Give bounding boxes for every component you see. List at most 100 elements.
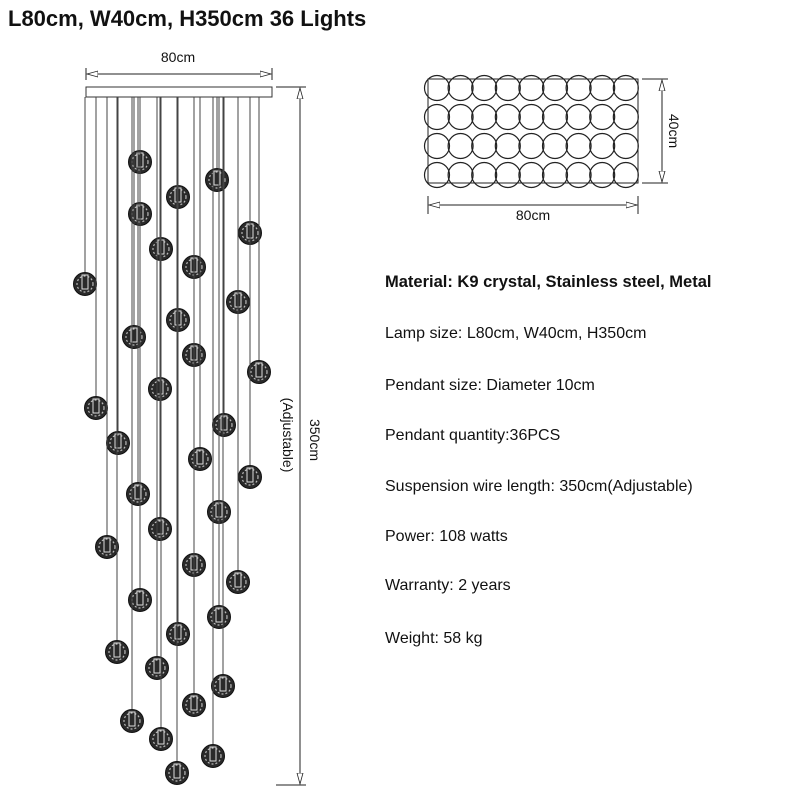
crystal-pendant xyxy=(207,605,231,629)
crystal-pendant xyxy=(73,272,97,296)
pendant-position xyxy=(541,132,569,160)
pendant-position xyxy=(518,74,545,102)
crystal-pendant xyxy=(105,640,129,664)
pendant-position xyxy=(447,161,474,189)
ceiling-canopy xyxy=(85,86,273,98)
pendant-bulb xyxy=(92,398,100,414)
pendant-position xyxy=(565,74,592,102)
pendant-bulb xyxy=(136,590,144,606)
pendant-crystal-pattern xyxy=(208,171,226,189)
pendant-globe xyxy=(166,622,190,646)
pendant-bulb xyxy=(173,763,181,779)
front-view xyxy=(73,68,306,786)
pendant-crystal-pattern xyxy=(169,625,187,643)
pendant-crystal-pattern xyxy=(229,573,247,591)
pendant-crystal-pattern xyxy=(191,450,209,468)
pendant-crystal-pattern xyxy=(204,747,222,765)
pendant-crystal-pattern xyxy=(152,730,170,748)
pendant-position xyxy=(565,103,592,131)
crystal-pendant xyxy=(126,482,150,506)
top-depth-label: 40cm xyxy=(666,114,682,148)
spec-wire-length: Suspension wire length: 350cm(Adjustable… xyxy=(385,478,693,495)
pendant-position xyxy=(423,103,451,131)
crystal-pendant xyxy=(148,517,172,541)
pendant-position xyxy=(612,161,639,189)
pendant-bulb xyxy=(134,484,142,500)
pendant-crystal-pattern xyxy=(210,608,228,626)
pendant-position xyxy=(589,103,616,131)
pendant-crystal-pattern xyxy=(98,538,116,556)
pendant-globe xyxy=(247,360,271,384)
pendant-bulb xyxy=(174,624,182,640)
crystal-pendant xyxy=(120,709,144,733)
pendant-position xyxy=(494,132,521,160)
pendant-globe xyxy=(120,709,144,733)
pendant-bulb xyxy=(219,676,227,692)
crystal-pendant xyxy=(212,413,236,437)
pendant-bulb xyxy=(246,467,254,483)
pendant-position xyxy=(447,103,474,131)
pendant-bulb xyxy=(153,658,161,674)
crystal-pendant xyxy=(145,656,169,680)
pendant-globe xyxy=(211,674,235,698)
spec-lamp-size: Lamp size: L80cm, W40cm, H350cm xyxy=(385,325,647,342)
pendant-bulb xyxy=(220,415,228,431)
pendant-crystal-pattern xyxy=(76,275,94,293)
pendant-globe xyxy=(145,656,169,680)
pendant-position xyxy=(589,132,616,160)
pendant-position xyxy=(589,74,616,102)
pendant-bulb xyxy=(103,537,111,553)
pendant-globe xyxy=(201,744,225,768)
pendant-position xyxy=(423,74,451,102)
pendant-position xyxy=(494,74,521,102)
pendant-position xyxy=(612,74,639,102)
pendant-bulb xyxy=(113,642,121,658)
pendant-crystal-pattern xyxy=(109,434,127,452)
pendant-position xyxy=(471,74,498,102)
pendant-crystal-pattern xyxy=(123,712,141,730)
pendant-position xyxy=(447,74,474,102)
pendant-globe xyxy=(148,517,172,541)
pendant-globe xyxy=(105,640,129,664)
spec-pendant-size: Pendant size: Diameter 10cm xyxy=(385,377,595,394)
crystal-pendant xyxy=(84,396,108,420)
pendant-position xyxy=(423,132,451,160)
product-title: L80cm, W40cm, H350cm 36 Lights xyxy=(8,6,367,31)
front-width-label: 80cm xyxy=(161,49,195,65)
crystal-pendant xyxy=(122,325,146,349)
pendant-bulb xyxy=(196,449,204,465)
pendant-position xyxy=(612,103,639,131)
crystal-pendant xyxy=(238,465,262,489)
pendant-globe xyxy=(226,570,250,594)
pendant-position xyxy=(589,161,616,189)
spec-power: Power: 108 watts xyxy=(385,528,508,545)
pendant-crystal-pattern xyxy=(87,399,105,417)
spec-pendant-quantity: Pendant quantity:36PCS xyxy=(385,427,561,444)
top-view xyxy=(423,74,668,214)
pendant-crystal-pattern xyxy=(185,696,203,714)
pendant-crystal-pattern xyxy=(108,643,126,661)
pendant-bulb xyxy=(234,572,242,588)
pendant-position xyxy=(447,132,474,160)
pendant-position xyxy=(471,103,498,131)
pendant-bulb xyxy=(209,746,217,762)
pendant-position xyxy=(494,103,521,131)
crystal-pendant xyxy=(166,622,190,646)
crystal-pendant xyxy=(149,727,173,751)
pendant-position xyxy=(565,132,592,160)
pendant-bulb xyxy=(114,433,122,449)
spec-weight: Weight: 58 kg xyxy=(385,630,483,647)
crystal-pendant xyxy=(165,761,189,785)
pendant-bulb xyxy=(128,711,136,727)
crystal-pendant xyxy=(201,744,225,768)
pendant-position xyxy=(494,161,521,189)
pendant-position xyxy=(612,132,639,160)
pendant-crystal-pattern xyxy=(215,416,233,434)
pendant-bulb xyxy=(81,274,89,290)
pendant-bulb xyxy=(130,327,138,343)
pendant-crystal-pattern xyxy=(151,520,169,538)
pendant-position xyxy=(471,132,498,160)
height-label: 350cm xyxy=(307,419,323,461)
pendant-bulb xyxy=(213,170,221,186)
